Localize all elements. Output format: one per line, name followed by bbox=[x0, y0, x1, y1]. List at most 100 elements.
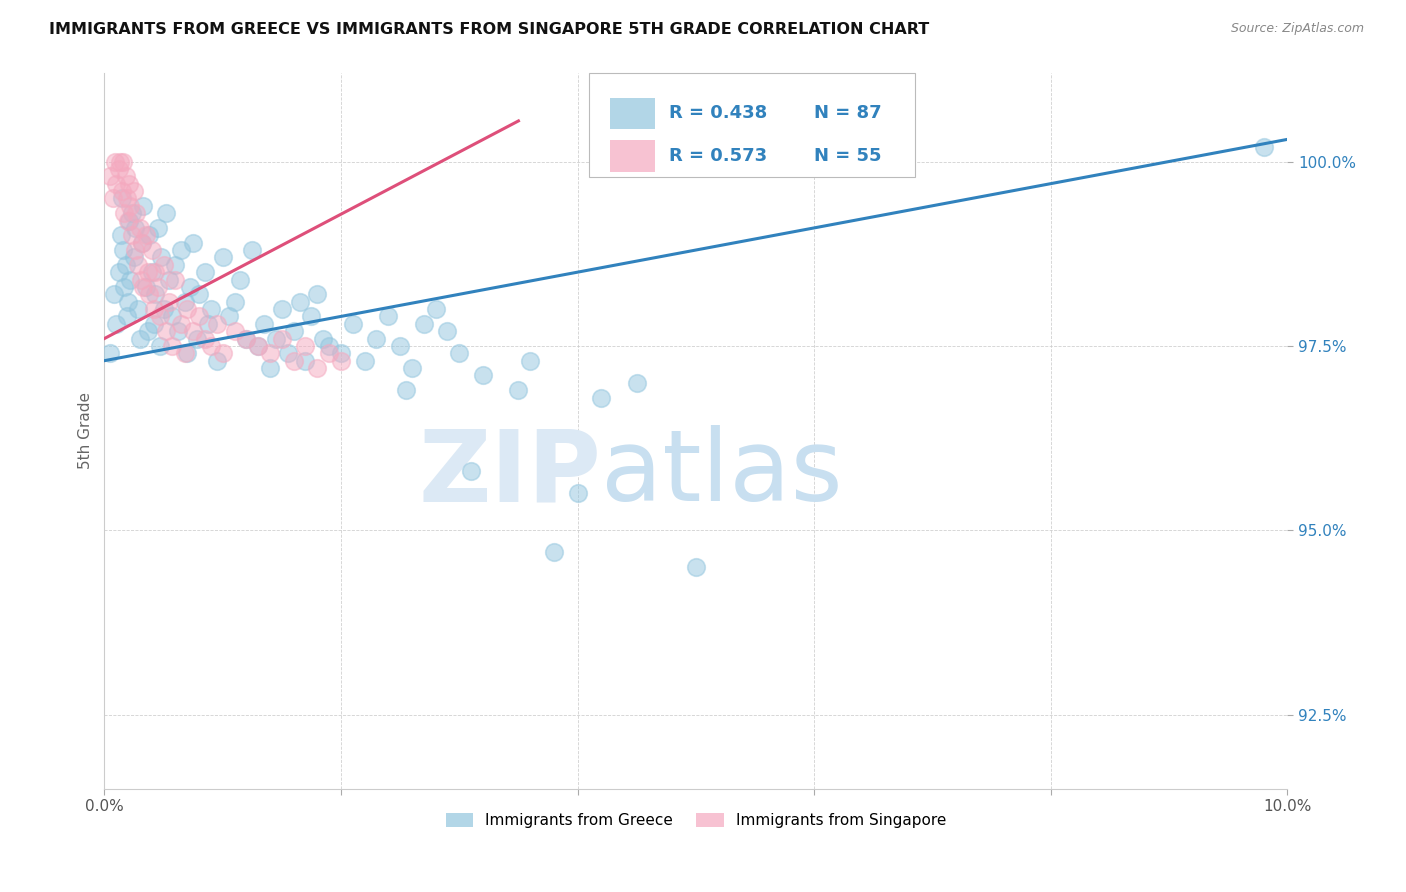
Point bbox=[129, 272, 152, 286]
Point bbox=[412, 317, 434, 331]
Point bbox=[188, 287, 211, 301]
Point bbox=[160, 339, 183, 353]
Point bbox=[159, 272, 181, 286]
Point bbox=[135, 280, 157, 294]
Text: R = 0.573: R = 0.573 bbox=[669, 147, 766, 165]
FancyBboxPatch shape bbox=[610, 97, 655, 129]
Point bbox=[460, 464, 482, 478]
Point bbox=[342, 317, 364, 331]
Point bbox=[117, 294, 139, 309]
Point bbox=[150, 251, 173, 265]
Point bbox=[283, 324, 305, 338]
Point bbox=[121, 206, 143, 220]
Y-axis label: 5th Grade: 5th Grade bbox=[79, 392, 93, 469]
Point bbox=[124, 243, 146, 257]
Point bbox=[307, 361, 329, 376]
Point bbox=[194, 332, 217, 346]
Point bbox=[160, 310, 183, 324]
Point bbox=[179, 280, 201, 294]
Point bbox=[146, 280, 169, 294]
Point bbox=[118, 177, 141, 191]
Point bbox=[288, 294, 311, 309]
Point bbox=[112, 243, 135, 257]
Point bbox=[136, 265, 159, 279]
Point bbox=[170, 317, 193, 331]
Point bbox=[318, 346, 340, 360]
Point bbox=[110, 228, 132, 243]
Text: N = 87: N = 87 bbox=[814, 104, 882, 122]
Point bbox=[353, 353, 375, 368]
Point bbox=[211, 251, 233, 265]
Point bbox=[277, 346, 299, 360]
Point bbox=[170, 243, 193, 257]
Point bbox=[307, 287, 329, 301]
Point bbox=[155, 324, 177, 338]
Point bbox=[186, 332, 208, 346]
FancyBboxPatch shape bbox=[610, 140, 655, 171]
Point bbox=[567, 486, 589, 500]
Point bbox=[107, 265, 129, 279]
Point bbox=[120, 199, 142, 213]
Point bbox=[270, 301, 292, 316]
Point bbox=[120, 272, 142, 286]
Point bbox=[159, 294, 181, 309]
Point bbox=[114, 169, 136, 184]
Point bbox=[131, 235, 153, 250]
Point bbox=[149, 339, 172, 353]
Point bbox=[138, 228, 160, 243]
Point bbox=[1253, 140, 1275, 154]
Point bbox=[259, 361, 281, 376]
Point bbox=[626, 376, 648, 390]
Point bbox=[108, 154, 131, 169]
FancyBboxPatch shape bbox=[589, 73, 915, 177]
Point bbox=[112, 154, 135, 169]
Point bbox=[111, 191, 134, 205]
Point bbox=[107, 161, 129, 176]
Point bbox=[294, 353, 316, 368]
Point bbox=[143, 317, 166, 331]
Text: Source: ZipAtlas.com: Source: ZipAtlas.com bbox=[1230, 22, 1364, 36]
Point bbox=[312, 332, 335, 346]
Point bbox=[165, 272, 187, 286]
Point bbox=[194, 265, 217, 279]
Point bbox=[128, 332, 150, 346]
Point bbox=[188, 310, 211, 324]
Point bbox=[114, 258, 136, 272]
Point bbox=[425, 301, 447, 316]
Point bbox=[127, 258, 149, 272]
Point bbox=[143, 301, 166, 316]
Point bbox=[132, 280, 155, 294]
Point bbox=[181, 235, 204, 250]
Point bbox=[136, 324, 159, 338]
Text: N = 55: N = 55 bbox=[814, 147, 882, 165]
Point bbox=[115, 191, 138, 205]
Point bbox=[377, 310, 399, 324]
Point bbox=[135, 228, 157, 243]
Point bbox=[247, 339, 270, 353]
Point bbox=[104, 154, 127, 169]
Point bbox=[173, 294, 195, 309]
Point bbox=[218, 310, 240, 324]
Point bbox=[229, 272, 252, 286]
Point bbox=[299, 310, 322, 324]
Point bbox=[247, 339, 270, 353]
Point bbox=[105, 177, 128, 191]
Point bbox=[149, 310, 172, 324]
Point bbox=[98, 346, 121, 360]
Point bbox=[224, 294, 246, 309]
Text: atlas: atlas bbox=[602, 425, 842, 522]
Point bbox=[176, 301, 198, 316]
Point bbox=[211, 346, 233, 360]
Point bbox=[200, 339, 222, 353]
Point bbox=[132, 199, 155, 213]
Point bbox=[197, 317, 219, 331]
Point bbox=[389, 339, 412, 353]
Point bbox=[114, 206, 136, 220]
Point bbox=[146, 220, 169, 235]
Point bbox=[128, 220, 150, 235]
Point bbox=[240, 243, 263, 257]
Point bbox=[143, 287, 166, 301]
Point bbox=[176, 346, 198, 360]
Point bbox=[270, 332, 292, 346]
Point bbox=[165, 258, 187, 272]
